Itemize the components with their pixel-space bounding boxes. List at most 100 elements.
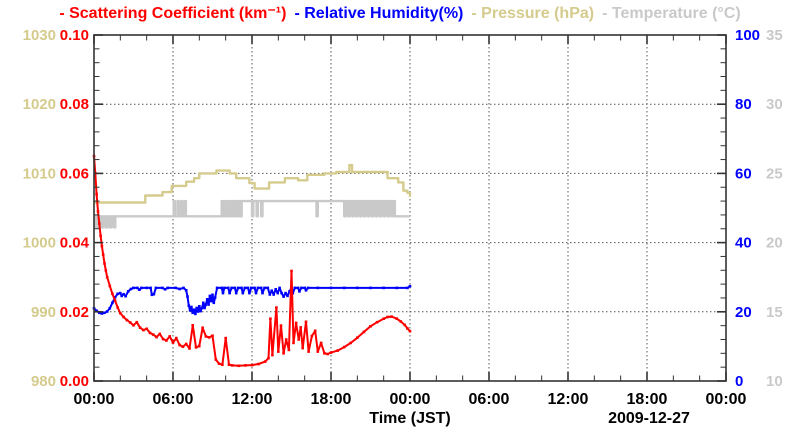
series-scattering-marker — [307, 350, 310, 353]
series-humidity-marker — [288, 290, 291, 293]
humidity-tick-label: 60 — [735, 165, 752, 182]
series-scattering-marker — [403, 323, 406, 327]
temperature-tick-label: 35 — [766, 27, 783, 44]
chart-title: - Scattering Coefficient (km⁻¹) - Relativ… — [0, 3, 800, 23]
series-temperature — [94, 199, 410, 229]
series-humidity-marker — [286, 294, 289, 298]
series-humidity-marker — [120, 294, 123, 298]
series-humidity-marker — [200, 306, 204, 310]
series-scattering-marker — [329, 351, 333, 354]
series-humidity-marker — [276, 291, 279, 295]
series-humidity-marker — [202, 301, 205, 305]
series-humidity-marker — [270, 289, 273, 292]
series-scattering-marker — [168, 335, 171, 338]
series-humidity-marker — [191, 311, 194, 315]
series-scattering-marker — [267, 356, 270, 360]
series-scattering-marker — [132, 324, 135, 327]
series-humidity-marker — [356, 286, 359, 290]
pressure-tick-label: 990 — [31, 304, 56, 321]
series-humidity-marker — [119, 291, 122, 295]
pressure-tick-label: 1030 — [23, 27, 56, 44]
series-humidity-marker — [98, 311, 101, 315]
series-humidity-marker — [145, 286, 148, 290]
temperature-tick-label: 10 — [766, 373, 783, 390]
series-humidity-marker — [248, 291, 251, 295]
series-humidity-marker — [154, 286, 158, 290]
legend-temperature: - Temperature (°C) — [602, 5, 741, 22]
humidity-tick-label: 20 — [735, 304, 752, 321]
date-label: 2009-12-27 — [608, 410, 690, 427]
series-humidity-marker — [161, 286, 164, 290]
series-scattering-marker — [290, 269, 293, 273]
series-humidity-marker — [152, 292, 156, 296]
series-scattering-marker — [175, 336, 178, 340]
series-pressure — [94, 163, 412, 204]
series-scattering-marker — [313, 329, 317, 333]
series-humidity-marker — [223, 286, 226, 290]
series-scattering-marker — [282, 352, 285, 355]
series-scattering-marker — [386, 315, 389, 319]
series-scattering-marker — [224, 336, 227, 340]
series-scattering-marker — [316, 350, 320, 353]
series-scattering-marker — [111, 292, 114, 296]
scattering-tick-label: 0.10 — [60, 27, 89, 44]
series-scattering-marker — [382, 317, 385, 320]
series-humidity-marker — [196, 310, 200, 313]
series-humidity-marker — [278, 286, 281, 290]
series-humidity-marker — [293, 286, 297, 290]
series-scattering-marker — [116, 306, 119, 309]
series-scattering-marker — [148, 331, 152, 335]
series-humidity-marker — [408, 284, 412, 288]
series-scattering-marker — [356, 336, 359, 339]
series-humidity-marker — [266, 286, 270, 290]
series-humidity-marker — [116, 292, 119, 296]
series-scattering-marker — [221, 363, 224, 366]
series-scattering-marker — [310, 334, 314, 338]
series-scattering-marker — [395, 317, 399, 320]
series-scattering-marker — [390, 315, 393, 318]
series-humidity-marker — [208, 294, 212, 298]
series-humidity-marker — [316, 286, 320, 290]
series-humidity-marker — [192, 308, 196, 311]
x-axis-title: Time (JST) — [369, 410, 451, 427]
series-scattering-marker — [217, 362, 221, 365]
series-humidity-marker — [227, 286, 230, 290]
series-scattering-marker — [275, 306, 278, 309]
series-scattering-marker — [125, 318, 129, 322]
series-scattering-marker — [304, 320, 308, 324]
series-humidity-marker — [213, 296, 217, 299]
series-humidity-marker — [182, 286, 185, 290]
series-humidity-marker — [254, 291, 258, 295]
series-humidity-marker — [300, 286, 303, 290]
series-scattering-marker — [138, 326, 142, 329]
series-humidity-marker — [95, 309, 98, 313]
series-scattering-marker — [279, 324, 283, 327]
scattering-tick-label: 0.00 — [60, 373, 89, 390]
series-humidity-marker — [221, 291, 225, 295]
series-humidity-marker — [228, 291, 231, 295]
series-humidity-marker — [205, 298, 209, 301]
series-scattering-marker — [362, 330, 366, 334]
series-humidity-marker — [100, 312, 104, 315]
x-tick-label: 00:00 — [706, 391, 747, 408]
series-scattering-marker — [101, 253, 105, 256]
pressure-tick-label: 1020 — [23, 96, 56, 113]
x-tick-label: 12:00 — [232, 391, 273, 408]
series-scattering-marker — [227, 363, 231, 366]
series-humidity-marker — [296, 286, 300, 290]
humidity-tick-label: 0 — [735, 373, 743, 390]
series-scattering-marker — [301, 346, 304, 350]
series-scattering-marker — [119, 311, 122, 315]
series-scattering-marker — [271, 353, 274, 357]
series-humidity-marker — [132, 286, 135, 290]
series-humidity-marker — [395, 286, 399, 290]
temperature-tick-label: 30 — [766, 96, 783, 113]
series-scattering-marker — [292, 341, 295, 345]
series-humidity-marker — [263, 286, 266, 290]
series-scattering-marker — [178, 343, 181, 347]
series-humidity-marker — [129, 287, 133, 291]
series-humidity-marker — [282, 295, 285, 298]
series-humidity-marker — [233, 286, 237, 290]
series-humidity-marker — [406, 286, 409, 290]
